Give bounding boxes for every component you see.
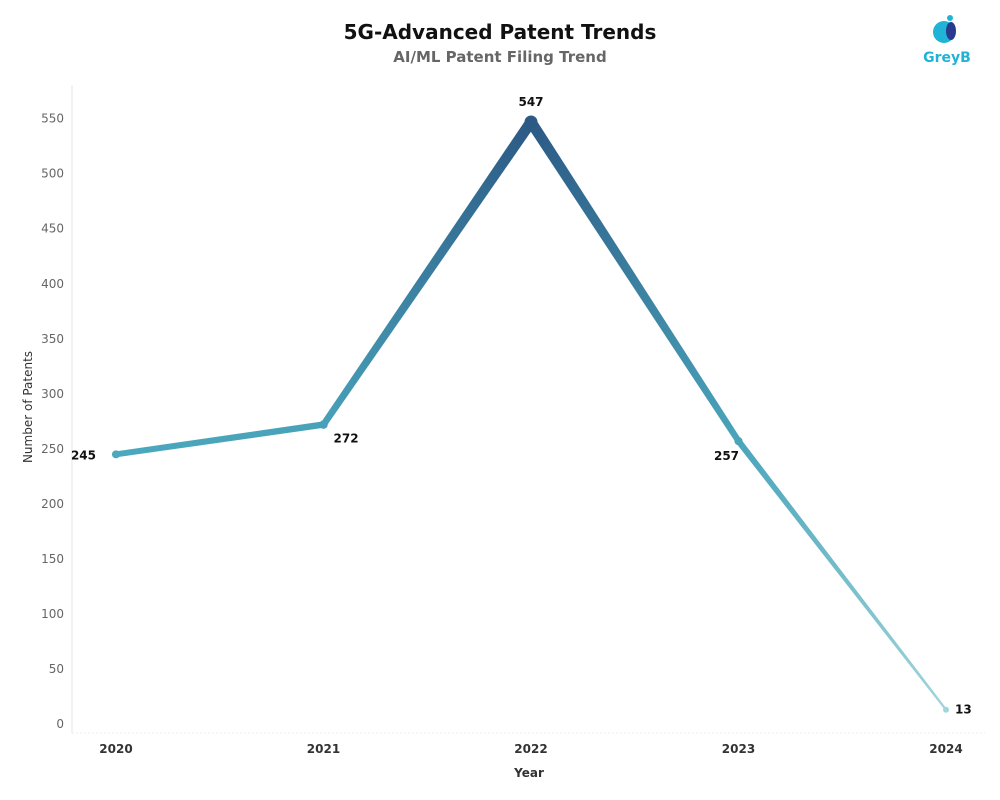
y-tick-label: 550 bbox=[41, 112, 64, 126]
data-label: 257 bbox=[714, 449, 739, 463]
data-label: 547 bbox=[518, 95, 543, 109]
x-axis-ticks: 2020 2021 2022 2023 2024 bbox=[99, 742, 962, 756]
data-label: 245 bbox=[71, 448, 96, 462]
greyb-bird-icon bbox=[933, 15, 956, 43]
x-tick-label: 2022 bbox=[514, 742, 547, 756]
y-tick-label: 450 bbox=[41, 222, 64, 236]
line-series bbox=[115, 118, 947, 711]
y-tick-label: 350 bbox=[41, 332, 64, 346]
line-segment bbox=[115, 421, 324, 458]
x-tick-label: 2020 bbox=[99, 742, 132, 756]
data-label: 272 bbox=[334, 432, 359, 446]
y-tick-label: 500 bbox=[41, 167, 64, 181]
y-tick-label: 300 bbox=[41, 387, 64, 401]
line-segment bbox=[320, 118, 536, 427]
y-tick-label: 400 bbox=[41, 277, 64, 291]
chart-subtitle: AI/ML Patent Filing Trend bbox=[393, 48, 607, 66]
data-points bbox=[111, 115, 949, 713]
data-point[interactable] bbox=[319, 420, 328, 429]
x-tick-label: 2023 bbox=[722, 742, 755, 756]
y-tick-label: 0 bbox=[56, 717, 64, 731]
line-segment bbox=[736, 439, 947, 711]
y-axis-ticks: 0 50 100 150 200 250 300 350 400 450 500 550 bbox=[41, 112, 64, 731]
y-tick-label: 150 bbox=[41, 552, 64, 566]
greyb-logo: GreyB bbox=[922, 12, 972, 66]
brand-name: GreyB bbox=[923, 50, 971, 66]
data-point[interactable] bbox=[111, 450, 121, 459]
x-tick-label: 2024 bbox=[929, 742, 962, 756]
data-label: 13 bbox=[955, 703, 972, 717]
x-axis-title: Year bbox=[513, 766, 544, 780]
y-tick-label: 200 bbox=[41, 497, 64, 511]
y-tick-label: 50 bbox=[49, 662, 64, 676]
y-axis-title: Number of Patents bbox=[21, 351, 35, 463]
data-labels: 245 272 547 257 13 bbox=[71, 95, 972, 717]
line-segment bbox=[526, 119, 742, 443]
chart-title: 5G-Advanced Patent Trends bbox=[343, 20, 657, 44]
y-tick-label: 250 bbox=[41, 442, 64, 456]
y-tick-label: 100 bbox=[41, 607, 64, 621]
data-point[interactable] bbox=[524, 115, 538, 129]
x-tick-label: 2021 bbox=[307, 742, 340, 756]
data-point[interactable] bbox=[734, 437, 743, 446]
data-point[interactable] bbox=[943, 706, 949, 713]
